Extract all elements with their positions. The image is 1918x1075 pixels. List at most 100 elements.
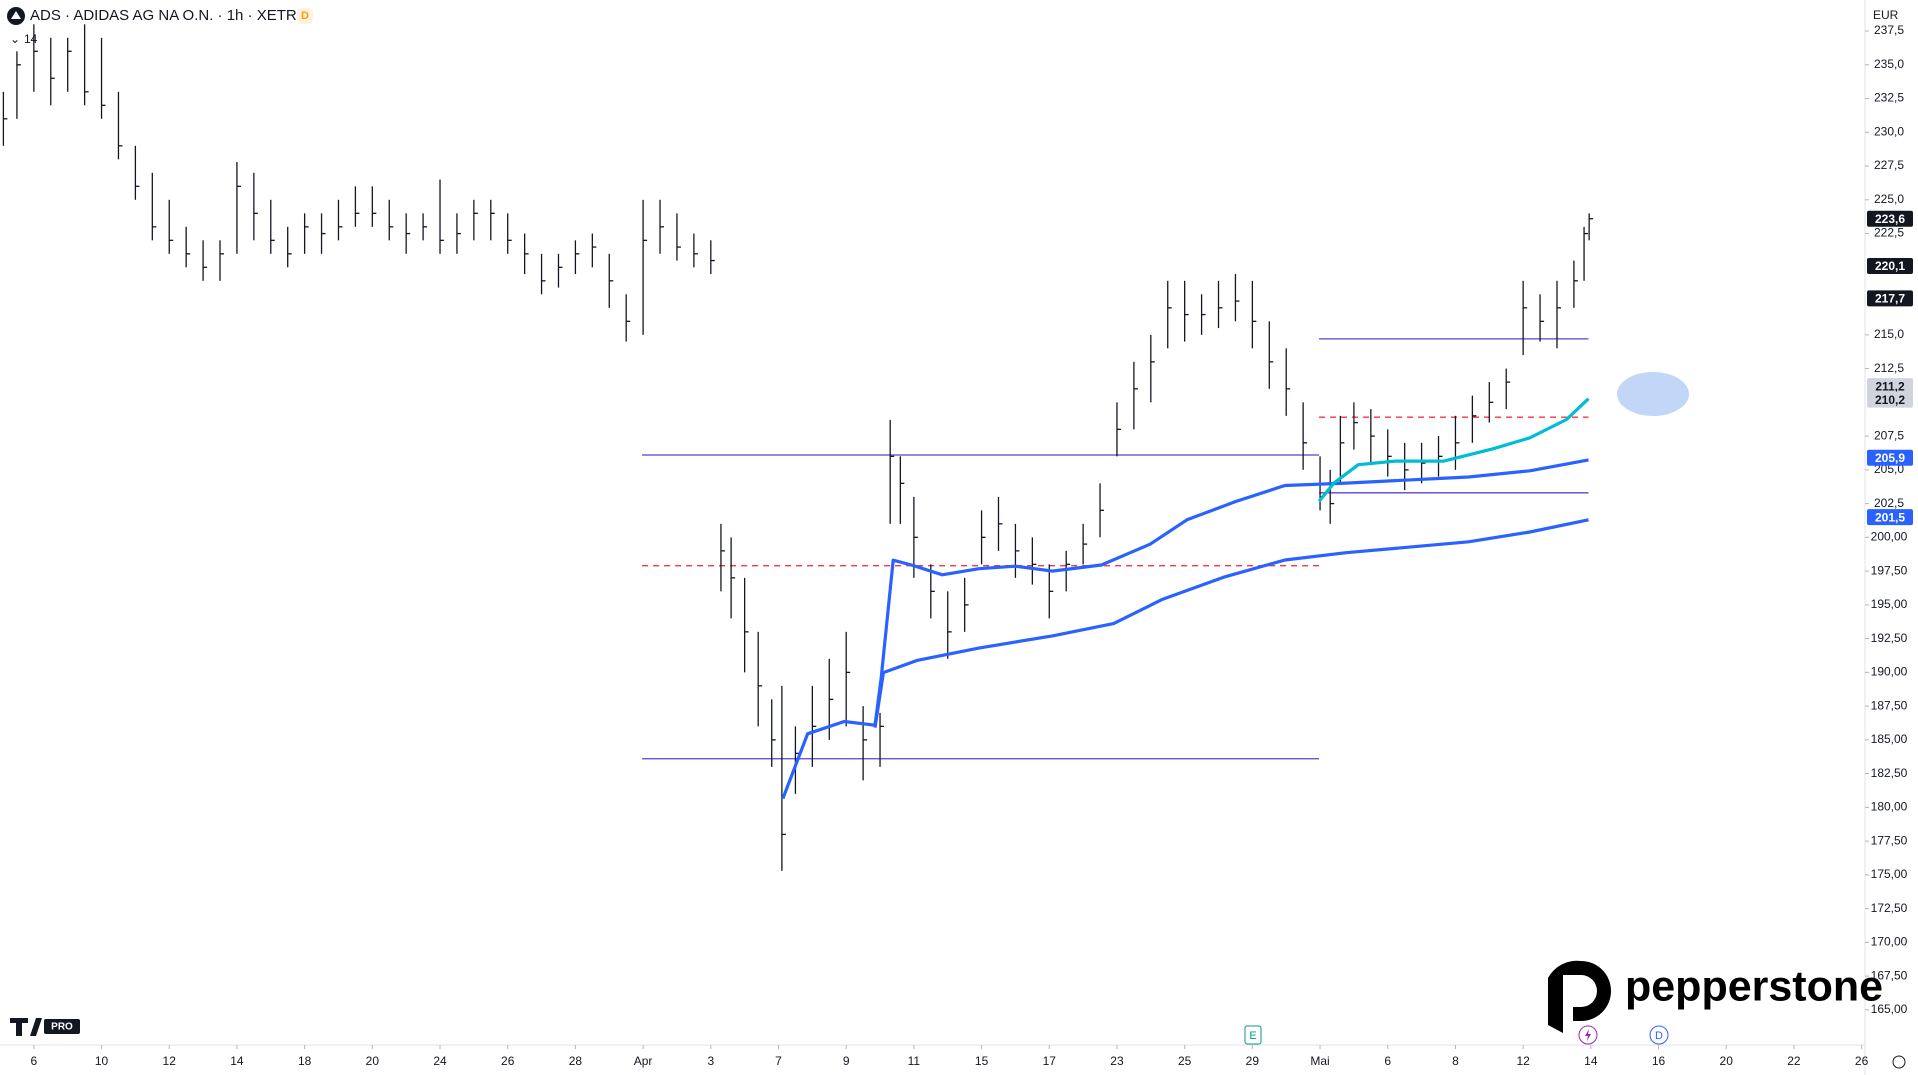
price-label-box — [1867, 378, 1913, 395]
price-bar — [490, 199, 495, 241]
price-bar — [1217, 280, 1223, 329]
y-tick-label: 197,50 — [1871, 563, 1908, 577]
brand-logo: pepperstone — [1548, 960, 1883, 1033]
badge-bg — [297, 8, 313, 24]
price-bar — [134, 145, 140, 200]
price-bar — [557, 253, 563, 288]
price-bar — [287, 226, 292, 268]
x-tick-label: 14 — [230, 1054, 244, 1068]
x-tick-label: Mai — [1310, 1054, 1329, 1068]
price-bar — [1588, 213, 1594, 241]
price-label: 211,2 — [1875, 379, 1905, 393]
y-tick-label: 225,0 — [1874, 192, 1904, 206]
price-bar — [16, 51, 21, 119]
price-bar — [405, 213, 411, 254]
x-tick-label: 25 — [1178, 1054, 1192, 1068]
price-bar — [1048, 564, 1054, 619]
price-bar — [591, 233, 597, 268]
event-earnings[interactable] — [1244, 1025, 1262, 1045]
price-bar — [354, 186, 360, 227]
brand-name: pepperstone — [1625, 962, 1883, 1010]
price-bar — [980, 510, 986, 565]
price-label: 223,6 — [1875, 212, 1905, 226]
price-bar — [1200, 294, 1206, 335]
collapse-arrow[interactable]: ⌄ — [10, 32, 20, 46]
price-bar — [236, 162, 241, 254]
price-bar — [1556, 280, 1561, 349]
price-bar — [1420, 442, 1426, 484]
price-bar — [185, 226, 191, 268]
price-label: 205,9 — [1875, 451, 1905, 465]
x-tick-label: 11 — [908, 1054, 921, 1068]
x-tick-label: 10 — [95, 1054, 109, 1068]
price-label: 217,7 — [1875, 292, 1905, 306]
price-bar — [1573, 260, 1578, 308]
x-tick-label: 16 — [1652, 1054, 1666, 1068]
x-tick-label: 18 — [298, 1054, 312, 1068]
price-bar — [720, 523, 725, 592]
y-tick-label: 165,00 — [1871, 1002, 1908, 1016]
currency[interactable]: EUR — [1873, 8, 1899, 22]
price-bar — [422, 213, 428, 241]
price-bar — [862, 706, 868, 781]
price-bar — [337, 199, 343, 241]
y-tick-label: 222,5 — [1874, 226, 1904, 240]
x-tick-label: 12 — [1516, 1054, 1530, 1068]
x-tick-label: 9 — [843, 1054, 850, 1068]
price-bar — [67, 37, 72, 92]
price-bar — [439, 179, 445, 254]
tv-logo[interactable]: PRO — [10, 1018, 80, 1036]
price-bar — [388, 199, 394, 241]
price-bar — [1251, 280, 1257, 349]
price-bar — [523, 233, 529, 275]
y-tick-label: 227,5 — [1874, 158, 1904, 172]
price-bar — [303, 213, 309, 254]
price-bar — [473, 199, 478, 241]
price-bar — [219, 240, 225, 281]
y-tick-label: 235,0 — [1874, 57, 1904, 71]
y-tick-label: 167,50 — [1871, 968, 1908, 982]
tv-logo-mark — [10, 1018, 42, 1036]
symbol-icon-glyph — [11, 11, 21, 19]
settings-icon[interactable] — [1892, 1055, 1906, 1069]
x-tick-label: 22 — [1787, 1054, 1801, 1068]
highlight-ellipse — [1617, 372, 1689, 416]
chart-title[interactable]: ADS · ADIDAS AG NA O.N. · 1h · XETR — [30, 7, 297, 24]
price-bar — [83, 24, 89, 106]
y-tick-label: 202,5 — [1874, 496, 1904, 510]
indicator-label[interactable]: 14 — [24, 32, 38, 46]
event-dividend[interactable] — [1649, 1025, 1669, 1045]
y-tick-label: 175,00 — [1871, 867, 1908, 881]
price-bar — [743, 577, 749, 673]
price-bar — [710, 240, 715, 275]
price-bar — [811, 685, 817, 767]
y-tick-label: 187,50 — [1871, 698, 1908, 712]
y-tick-label: 170,00 — [1871, 935, 1908, 949]
price-label: 201,5 — [1875, 510, 1905, 524]
price-bar — [270, 199, 275, 254]
event-earnings-label: E — [1249, 1030, 1256, 1042]
price-bar — [1329, 469, 1335, 524]
pro-label: PRO — [51, 1022, 73, 1033]
price-bar — [1522, 280, 1528, 356]
y-tick-label: 212,5 — [1874, 361, 1904, 375]
price-bar — [964, 577, 969, 632]
x-tick-label: 20 — [366, 1054, 380, 1068]
price-bar — [642, 199, 648, 335]
price-bar — [1167, 280, 1172, 349]
y-tick-label: 200,00 — [1871, 530, 1908, 544]
y-tick-label: 195,00 — [1871, 597, 1908, 611]
price-bar — [771, 699, 776, 767]
plot-area — [2, 24, 1594, 871]
y-tick-label: 172,50 — [1871, 901, 1908, 915]
price-bar — [625, 294, 631, 342]
price-bar — [1353, 402, 1358, 450]
price-bar — [1150, 334, 1155, 403]
price-bar — [1234, 274, 1240, 322]
price-bar — [1116, 402, 1121, 457]
price-bar — [1339, 415, 1345, 484]
y-tick-label: 177,50 — [1871, 833, 1908, 847]
event-split-glyph — [1585, 1029, 1591, 1041]
price-bar — [117, 91, 123, 160]
price-bar — [456, 213, 461, 254]
